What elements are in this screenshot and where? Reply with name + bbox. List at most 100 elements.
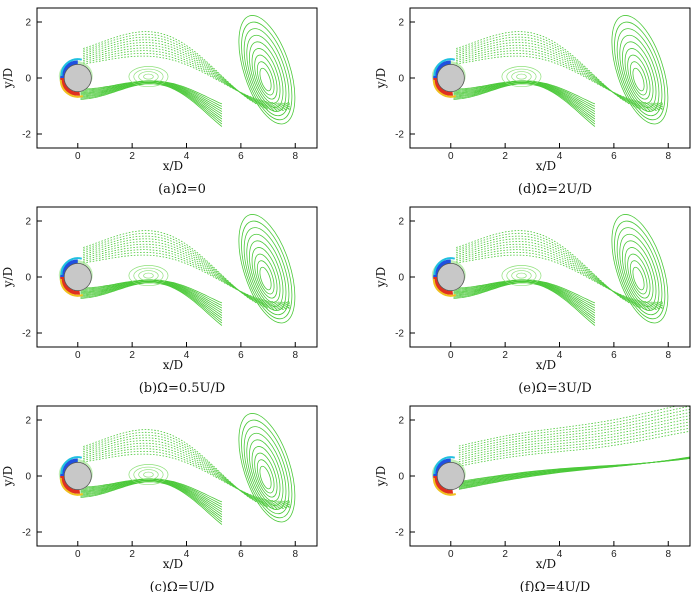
plot-area <box>58 15 296 127</box>
dashed-contour <box>456 44 663 107</box>
vortex-contour <box>624 48 654 104</box>
vortex-contour <box>622 41 657 108</box>
dashed-contour <box>458 424 690 463</box>
vortex-contour <box>249 439 284 506</box>
y-tick-label: -2 <box>395 329 404 340</box>
y-axis-label: y/D <box>1 68 15 89</box>
dashed-contour <box>83 238 290 308</box>
vortex-contour <box>619 34 660 112</box>
y-tick-label: -2 <box>22 130 31 141</box>
x-tick-label: 8 <box>665 151 671 162</box>
dashed-contour <box>458 415 690 456</box>
upper-shear-layer-edge <box>60 257 83 276</box>
vortex-contour <box>511 71 532 82</box>
x-axis-label: x/D <box>536 159 556 173</box>
x-tick-label: 8 <box>292 350 298 361</box>
dashed-contour <box>83 50 290 106</box>
y-tick-label: 2 <box>25 217 31 228</box>
x-tick-label: 6 <box>611 350 617 361</box>
vortex-contour <box>246 432 287 510</box>
vortex-contour <box>138 469 159 480</box>
dashed-contour <box>83 31 290 112</box>
lower-shear-layer <box>60 77 81 96</box>
y-tick-label: 2 <box>25 416 31 427</box>
x-tick-label: 0 <box>448 151 454 162</box>
x-tick-label: 8 <box>665 549 671 560</box>
y-tick-label: 0 <box>398 273 404 284</box>
x-tick-label: 0 <box>448 549 454 560</box>
y-tick-label: 0 <box>398 74 404 85</box>
lower-shear-layer-edge <box>59 278 84 297</box>
vortex-contour <box>506 68 537 85</box>
upper-shear-layer-edge <box>433 257 456 276</box>
vortex-contour <box>632 266 645 291</box>
y-tick-label: -2 <box>22 329 31 340</box>
cylinder <box>436 462 465 490</box>
contour-lines <box>458 406 690 490</box>
dashed-contour <box>456 42 663 108</box>
dashed-contour <box>456 251 663 304</box>
plot-area <box>431 406 690 496</box>
upper-shear-layer-edge <box>60 58 83 77</box>
dashed-contour <box>456 31 663 112</box>
vortex-contour <box>259 266 272 291</box>
dashed-contour <box>83 33 290 111</box>
panel-caption: (e)Ω=3U/D <box>518 381 592 396</box>
x-tick-label: 0 <box>75 549 81 560</box>
x-tick-label: 6 <box>238 549 244 560</box>
vortex-contour <box>627 253 651 299</box>
x-tick-label: 2 <box>502 350 508 361</box>
vortex-contour <box>243 28 290 117</box>
panel-6: 0 2 4 6 8 -2 0 2 x/D y/D (f)Ω=4U/D <box>374 405 691 592</box>
vortex-contour <box>614 21 666 121</box>
vortex-contour <box>246 34 287 112</box>
vortex-contour <box>138 270 159 281</box>
plot-area <box>58 413 296 525</box>
vortex-contour <box>259 67 272 92</box>
vortex-contour <box>501 265 542 287</box>
lower-shear-layer <box>60 276 81 295</box>
vortex-contour <box>143 73 154 80</box>
dashed-contour <box>456 52 663 105</box>
cylinder <box>436 64 465 92</box>
dashed-contour <box>83 440 290 506</box>
dashed-contour <box>458 427 690 465</box>
vortex-contour <box>516 73 527 80</box>
x-tick-label: 2 <box>502 151 508 162</box>
dashed-contour <box>456 241 663 307</box>
dashed-contour <box>458 406 679 447</box>
contour-lines <box>453 214 669 326</box>
vortex-contour <box>238 413 296 523</box>
vortex-contour <box>256 260 275 295</box>
y-axis-label: y/D <box>374 68 388 89</box>
x-tick-label: 0 <box>75 350 81 361</box>
y-tick-label: 2 <box>398 416 404 427</box>
vortex-contour <box>238 214 296 324</box>
dashed-contour <box>83 36 290 110</box>
dashed-contour <box>83 251 290 304</box>
lower-shear-layer-edge <box>432 477 457 496</box>
dashed-contour <box>83 434 290 508</box>
x-tick-label: 6 <box>611 151 617 162</box>
cylinder <box>63 263 92 291</box>
lower-shear-layer-edge <box>432 278 457 297</box>
vortex-contour <box>611 15 669 125</box>
lower-shear-layer <box>433 276 454 295</box>
vortex-contour <box>629 260 648 295</box>
dashed-contour <box>458 421 690 460</box>
y-axis-label: y/D <box>1 267 15 288</box>
vortex-contour <box>611 214 669 324</box>
lower-shear-layer <box>433 77 454 96</box>
x-tick-label: 8 <box>292 549 298 560</box>
dashed-contour <box>83 442 290 505</box>
lower-shear-layer-edge <box>59 477 84 496</box>
panel-caption: (d)Ω=2U/D <box>518 182 592 197</box>
dashed-contour <box>456 243 663 306</box>
panel-caption: (f)Ω=4U/D <box>520 580 591 592</box>
panel-caption: (a)Ω=0 <box>158 182 206 197</box>
x-tick-label: 4 <box>557 549 563 560</box>
dashed-contour <box>83 243 290 306</box>
upper-shear-layer-edge <box>433 58 456 77</box>
dashed-contour <box>458 406 690 449</box>
dashed-contour <box>458 418 690 458</box>
